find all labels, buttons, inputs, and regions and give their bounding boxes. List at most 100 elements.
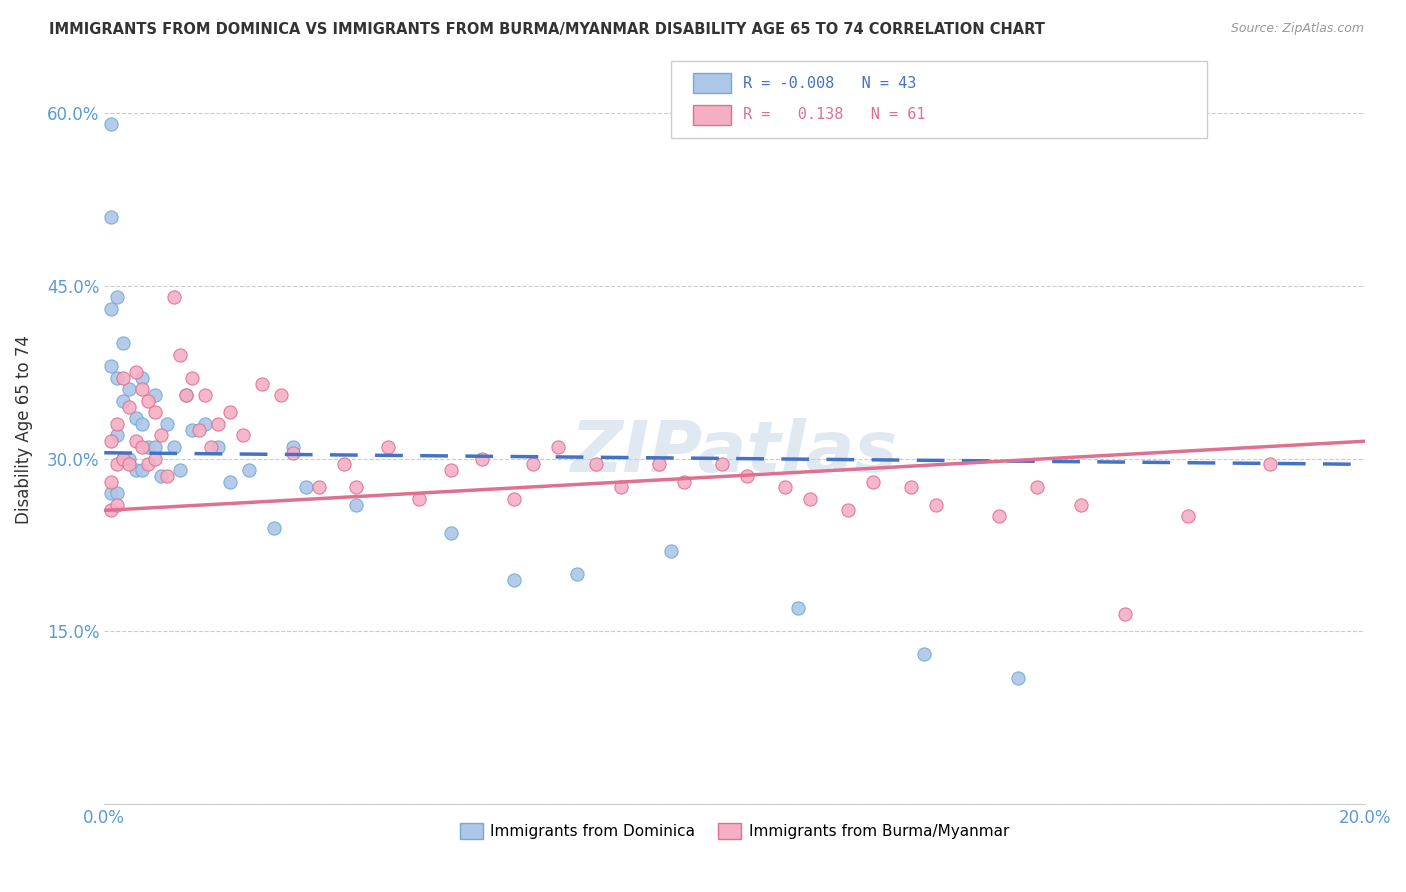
Point <box>112 336 135 351</box>
Point <box>143 388 166 402</box>
Point <box>988 509 1011 524</box>
Point <box>207 440 229 454</box>
Point <box>112 451 135 466</box>
Point <box>344 480 367 494</box>
Point <box>125 434 148 449</box>
Point <box>344 498 367 512</box>
Point <box>131 371 153 385</box>
Text: R =   0.138   N = 61: R = 0.138 N = 61 <box>744 107 925 122</box>
Point <box>181 423 204 437</box>
Point <box>100 301 122 316</box>
Point <box>138 393 160 408</box>
Point <box>332 458 354 472</box>
Point <box>377 440 399 454</box>
Point <box>799 491 821 506</box>
Text: R = -0.008   N = 43: R = -0.008 N = 43 <box>744 76 917 91</box>
Point <box>270 388 292 402</box>
Point <box>610 480 633 494</box>
Point <box>156 468 179 483</box>
Point <box>440 526 463 541</box>
FancyBboxPatch shape <box>693 73 731 94</box>
Point <box>162 290 184 304</box>
Point <box>143 440 166 454</box>
Point <box>1026 480 1049 494</box>
Point <box>837 503 859 517</box>
Point <box>100 434 122 449</box>
Point <box>194 388 217 402</box>
Point <box>648 458 671 472</box>
FancyBboxPatch shape <box>672 62 1208 137</box>
Point <box>118 451 141 466</box>
Point <box>105 417 128 431</box>
Text: Source: ZipAtlas.com: Source: ZipAtlas.com <box>1230 22 1364 36</box>
Point <box>925 498 948 512</box>
Point <box>131 440 153 454</box>
Point <box>162 440 184 454</box>
Point <box>105 458 128 472</box>
Point <box>219 405 242 419</box>
Point <box>169 348 191 362</box>
Point <box>219 475 242 489</box>
Point <box>169 463 191 477</box>
Point <box>912 648 935 662</box>
Point <box>100 486 122 500</box>
Point <box>295 480 318 494</box>
Point <box>125 463 148 477</box>
Point <box>238 463 260 477</box>
Point <box>131 463 153 477</box>
Point <box>408 491 430 506</box>
Point <box>105 290 128 304</box>
Point <box>232 428 254 442</box>
Point <box>862 475 884 489</box>
Point <box>200 440 222 454</box>
Point <box>207 417 229 431</box>
Point <box>565 566 588 581</box>
Point <box>283 440 305 454</box>
Point <box>138 458 160 472</box>
Point <box>156 417 179 431</box>
Point <box>138 440 160 454</box>
Point <box>100 359 122 374</box>
Point <box>503 491 526 506</box>
Point <box>283 446 305 460</box>
Point <box>1114 607 1136 621</box>
Y-axis label: Disability Age 65 to 74: Disability Age 65 to 74 <box>15 335 32 524</box>
Point <box>125 365 148 379</box>
Point <box>250 376 273 391</box>
Point <box>112 451 135 466</box>
Point <box>105 498 128 512</box>
Point <box>735 468 758 483</box>
Point <box>547 440 569 454</box>
Point <box>187 423 209 437</box>
Point <box>131 417 153 431</box>
Text: IMMIGRANTS FROM DOMINICA VS IMMIGRANTS FROM BURMA/MYANMAR DISABILITY AGE 65 TO 7: IMMIGRANTS FROM DOMINICA VS IMMIGRANTS F… <box>49 22 1045 37</box>
Text: ZIPatlas: ZIPatlas <box>571 417 898 487</box>
Point <box>900 480 922 494</box>
Point <box>105 428 128 442</box>
Point <box>118 458 141 472</box>
Point <box>131 383 153 397</box>
FancyBboxPatch shape <box>693 104 731 125</box>
Point <box>1258 458 1281 472</box>
Point <box>112 393 135 408</box>
Point <box>773 480 796 494</box>
Point <box>1007 671 1029 685</box>
Point <box>786 601 808 615</box>
Point <box>149 428 172 442</box>
Point <box>125 411 148 425</box>
Point <box>503 573 526 587</box>
Point <box>100 210 122 224</box>
Point <box>143 405 166 419</box>
Point <box>1070 498 1092 512</box>
Point <box>440 463 463 477</box>
Point <box>585 458 607 472</box>
Point <box>308 480 330 494</box>
Point <box>105 371 128 385</box>
Point <box>710 458 733 472</box>
Point <box>194 417 217 431</box>
Point <box>100 503 122 517</box>
Point <box>522 458 544 472</box>
Point <box>673 475 696 489</box>
Point <box>143 451 166 466</box>
Point <box>118 400 141 414</box>
